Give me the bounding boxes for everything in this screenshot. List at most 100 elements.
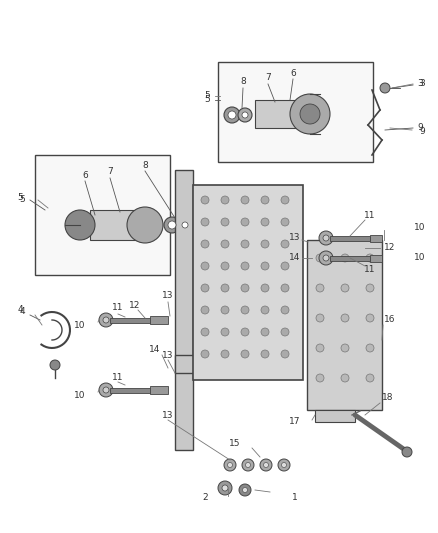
Circle shape (241, 350, 249, 358)
Circle shape (201, 262, 209, 270)
Bar (150, 386, 168, 394)
Text: 8: 8 (240, 77, 246, 86)
Circle shape (323, 235, 329, 241)
Circle shape (281, 306, 289, 314)
Circle shape (242, 459, 254, 471)
Bar (330, 236, 370, 241)
Circle shape (261, 306, 269, 314)
Circle shape (281, 218, 289, 226)
Circle shape (341, 254, 349, 262)
Circle shape (366, 344, 374, 352)
Text: 13: 13 (162, 351, 174, 359)
Circle shape (341, 284, 349, 292)
Bar (193, 185, 303, 380)
Text: 11: 11 (112, 303, 124, 312)
Circle shape (341, 344, 349, 352)
Circle shape (238, 108, 252, 122)
Text: 14: 14 (149, 345, 161, 354)
Circle shape (290, 94, 330, 134)
Text: 3: 3 (417, 78, 423, 87)
Circle shape (221, 240, 229, 248)
Circle shape (201, 218, 209, 226)
Circle shape (241, 284, 249, 292)
Circle shape (316, 314, 324, 322)
Circle shape (278, 459, 290, 471)
Circle shape (241, 262, 249, 270)
Text: 2: 2 (202, 494, 208, 503)
Circle shape (281, 284, 289, 292)
Circle shape (243, 488, 247, 492)
Circle shape (221, 196, 229, 204)
Circle shape (261, 284, 269, 292)
Circle shape (221, 218, 229, 226)
Circle shape (224, 107, 240, 123)
Bar (90, 210, 145, 240)
Circle shape (99, 313, 113, 327)
Circle shape (366, 374, 374, 382)
Circle shape (201, 306, 209, 314)
Text: 17: 17 (289, 417, 301, 426)
Circle shape (127, 207, 163, 243)
Circle shape (201, 196, 209, 204)
Circle shape (241, 218, 249, 226)
Text: 12: 12 (129, 301, 141, 310)
Bar (110, 388, 155, 393)
Text: 7: 7 (265, 74, 271, 83)
Circle shape (239, 484, 251, 496)
Circle shape (316, 374, 324, 382)
Circle shape (341, 374, 349, 382)
Bar (175, 355, 275, 373)
Circle shape (241, 328, 249, 336)
Circle shape (103, 317, 109, 323)
Circle shape (260, 459, 272, 471)
Text: 13: 13 (162, 410, 174, 419)
Circle shape (218, 481, 232, 495)
Text: 6: 6 (290, 69, 296, 77)
Text: 5: 5 (204, 92, 210, 101)
Text: 10: 10 (74, 320, 86, 329)
Circle shape (402, 447, 412, 457)
Text: 12: 12 (384, 244, 396, 253)
Text: 3: 3 (419, 78, 425, 87)
Bar (150, 316, 168, 324)
Text: 16: 16 (384, 316, 396, 325)
Circle shape (103, 387, 109, 393)
Text: 5: 5 (204, 95, 210, 104)
Circle shape (341, 314, 349, 322)
Text: 9: 9 (419, 127, 425, 136)
Circle shape (201, 350, 209, 358)
Circle shape (261, 218, 269, 226)
Circle shape (282, 463, 286, 467)
Circle shape (221, 350, 229, 358)
Bar (218, 62, 373, 162)
Circle shape (316, 254, 324, 262)
Text: 13: 13 (162, 292, 174, 301)
Circle shape (261, 350, 269, 358)
Text: 5: 5 (19, 196, 25, 205)
Circle shape (281, 196, 289, 204)
Circle shape (281, 262, 289, 270)
Text: 10: 10 (74, 391, 86, 400)
Circle shape (241, 196, 249, 204)
Circle shape (65, 210, 95, 240)
Circle shape (241, 240, 249, 248)
Circle shape (261, 328, 269, 336)
Circle shape (261, 240, 269, 248)
Circle shape (241, 306, 249, 314)
Circle shape (99, 383, 113, 397)
Bar (370, 235, 382, 242)
Circle shape (281, 240, 289, 248)
Circle shape (281, 328, 289, 336)
Text: 5: 5 (17, 193, 23, 203)
Circle shape (201, 328, 209, 336)
Bar (35, 155, 170, 275)
Circle shape (182, 222, 188, 228)
Circle shape (246, 463, 251, 467)
Circle shape (366, 314, 374, 322)
Circle shape (380, 83, 390, 93)
Circle shape (316, 284, 324, 292)
Circle shape (264, 463, 268, 467)
Bar (315, 410, 355, 422)
Circle shape (366, 254, 374, 262)
Text: 10: 10 (414, 223, 426, 232)
